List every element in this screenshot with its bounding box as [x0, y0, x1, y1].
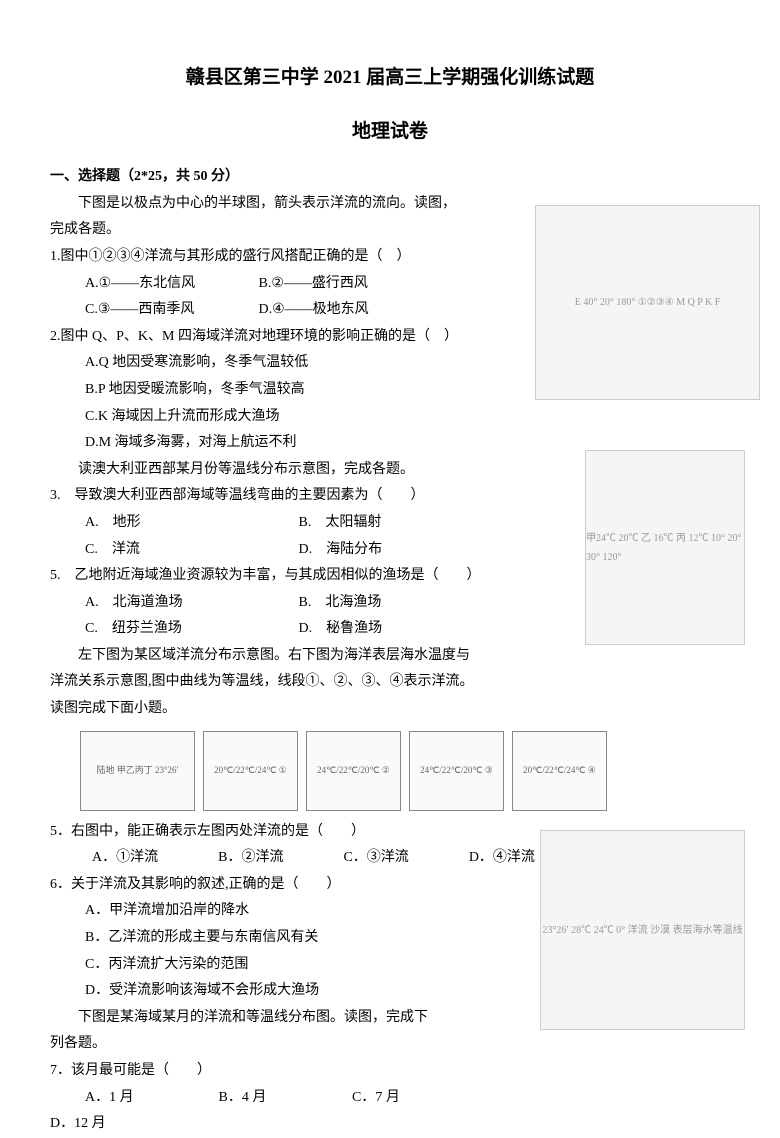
- arabia-map: 23°26′ 28℃ 24℃ 0° 洋流 沙漠 表层海水等温线: [540, 830, 745, 1030]
- q1-option-c: C.③——西南季风: [85, 297, 255, 324]
- globe-diagram: E 40° 20° 180° ①②③④ M Q P K F: [535, 205, 760, 400]
- q1-option-a: A.①——东北信风: [85, 271, 255, 298]
- question-4alt-stem: 5. 乙地附近海域渔业资源较为丰富，与其成因相似的渔场是（ ）: [50, 563, 530, 590]
- question-7-stem: 7．该月最可能是（ ）: [50, 1058, 460, 1085]
- section-header: 一、选择题（2*25，共 50 分）: [50, 164, 730, 191]
- intro-text-4a: 下图是某海域某月的洋流和等温线分布图。读图，完成下: [50, 1005, 460, 1032]
- q6-option-b: B．乙洋流的形成主要与东南信风有关: [50, 925, 460, 952]
- diagram-landmass: 陆地 甲乙丙丁 23°26′: [80, 731, 195, 811]
- q3-option-d: D. 海陆分布: [299, 537, 383, 564]
- q6-option-d: D．受洋流影响该海域不会形成大渔场: [50, 978, 460, 1005]
- q7-option-d: D．12 月: [50, 1111, 730, 1138]
- diagram-current-4: 20℃/22℃/24℃ ④: [512, 731, 607, 811]
- q6-option-a: A．甲洋流增加沿岸的降水: [50, 898, 460, 925]
- q7-option-c: C．7 月: [352, 1085, 400, 1112]
- q3-option-a: A. 地形: [85, 510, 295, 537]
- q2-option-a: A.Q 地因受寒流影响，冬季气温较低: [50, 350, 460, 377]
- q2-option-d: D.M 海域多海雾，对海上航运不利: [50, 430, 460, 457]
- q5-option-d: D．④洋流: [469, 845, 535, 872]
- intro-text-1: 下图是以极点为中心的半球图，箭头表示洋流的流向。读图，完成各题。: [50, 191, 460, 244]
- intro-text-3a: 左下图为某区域洋流分布示意图。右下图为海洋表层海水温度与: [50, 643, 530, 670]
- question-1-stem: 1.图中①②③④洋流与其形成的盛行风搭配正确的是（ ）: [50, 244, 460, 271]
- diagram-current-1: 20℃/22℃/24℃ ①: [203, 731, 298, 811]
- intro-text-3c: 读图完成下面小题。: [50, 696, 730, 723]
- q3-option-b: B. 太阳辐射: [299, 510, 382, 537]
- question-3-stem: 3. 导致澳大利亚西部海域等温线弯曲的主要因素为（ ）: [50, 483, 530, 510]
- intro-text-2: 读澳大利亚西部某月份等温线分布示意图，完成各题。: [50, 457, 460, 484]
- q2-option-b: B.P 地因受暖流影响，冬季气温较高: [50, 377, 460, 404]
- q3-option-c: C. 洋流: [85, 537, 295, 564]
- q1-option-d: D.④——极地东风: [259, 297, 369, 324]
- question-2-stem: 2.图中 Q、P、K、M 四海域洋流对地理环境的影响正确的是（ ）: [50, 324, 460, 351]
- q5-option-a: A．①洋流: [92, 845, 158, 872]
- current-diagrams-row: 陆地 甲乙丙丁 23°26′ 20℃/22℃/24℃ ① 24℃/22℃/20℃…: [80, 731, 730, 811]
- exam-title: 赣县区第三中学 2021 届高三上学期强化训练试题: [50, 60, 730, 96]
- q4alt-option-b: B. 北海渔场: [299, 590, 382, 617]
- q6-option-c: C．丙洋流扩大污染的范围: [50, 952, 460, 979]
- exam-subtitle: 地理试卷: [50, 114, 730, 150]
- q4alt-option-a: A. 北海道渔场: [85, 590, 295, 617]
- australia-map: 甲24℃ 20℃ 乙 16℃ 丙 12℃ 10° 20° 30° 120°: [585, 450, 745, 645]
- diagram-current-3: 24℃/22℃/20℃ ③: [409, 731, 504, 811]
- intro-text-4b: 列各题。: [50, 1031, 460, 1058]
- intro-text-3b: 洋流关系示意图,图中曲线为等温线，线段①、②、③、④表示洋流。: [50, 669, 730, 696]
- question-6-stem: 6．关于洋流及其影响的叙述,正确的是（ ）: [50, 872, 460, 899]
- diagram-current-2: 24℃/22℃/20℃ ②: [306, 731, 401, 811]
- q1-option-b: B.②——盛行西风: [259, 271, 368, 298]
- q7-option-a: A．1 月: [85, 1085, 215, 1112]
- q7-option-b: B．4 月: [219, 1085, 349, 1112]
- q5-option-c: C．③洋流: [343, 845, 408, 872]
- q4alt-option-c: C. 纽芬兰渔场: [85, 616, 295, 643]
- q2-option-c: C.K 海域因上升流而形成大渔场: [50, 404, 460, 431]
- q5-option-b: B．②洋流: [218, 845, 283, 872]
- q4alt-option-d: D. 秘鲁渔场: [299, 616, 383, 643]
